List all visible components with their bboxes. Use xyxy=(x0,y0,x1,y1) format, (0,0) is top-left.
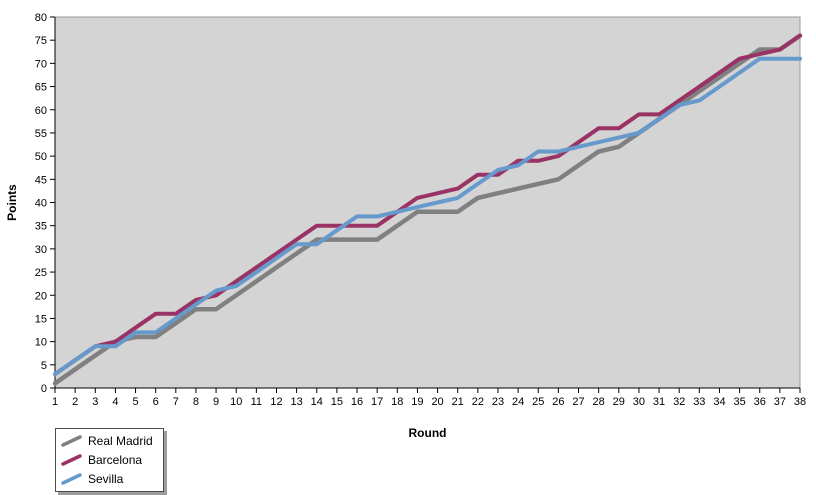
x-tick-label: 15 xyxy=(331,396,343,408)
legend-item-sevilla: Sevilla xyxy=(61,470,153,488)
x-tick-label: 35 xyxy=(733,396,745,408)
x-tick-label: 12 xyxy=(270,396,282,408)
x-tick-label: 25 xyxy=(532,396,544,408)
legend-line-swatch xyxy=(61,454,82,466)
y-tick-label: 5 xyxy=(41,360,47,372)
x-tick-label: 7 xyxy=(173,396,179,408)
y-tick-label: 10 xyxy=(35,337,47,349)
x-axis-title: Round xyxy=(409,426,447,440)
x-tick-label: 31 xyxy=(653,396,665,408)
legend: Real Madrid Barcelona Sevilla xyxy=(55,428,164,492)
legend-item-barcelona: Barcelona xyxy=(61,451,153,469)
x-tick-label: 4 xyxy=(112,396,118,408)
series-line-barcelona xyxy=(53,33,802,377)
x-tick-label: 21 xyxy=(452,396,464,408)
legend-line-swatch xyxy=(61,435,82,447)
x-tick-label: 22 xyxy=(472,396,484,408)
x-tick-label: 38 xyxy=(794,396,806,408)
x-tick-label: 29 xyxy=(613,396,625,408)
x-tick-label: 1 xyxy=(52,396,58,408)
legend-label: Sevilla xyxy=(88,472,124,486)
y-tick-label: 45 xyxy=(35,174,47,186)
legend-label: Real Madrid xyxy=(88,434,153,448)
y-tick-label: 50 xyxy=(35,151,47,163)
x-tick-label: 32 xyxy=(673,396,685,408)
x-tick-label: 34 xyxy=(713,396,725,408)
x-tick-label: 33 xyxy=(693,396,705,408)
x-tick-label: 20 xyxy=(431,396,443,408)
y-tick-label: 65 xyxy=(35,82,47,94)
x-tick-label: 26 xyxy=(552,396,564,408)
series-line-sevilla xyxy=(53,56,802,377)
x-tick-label: 13 xyxy=(290,396,302,408)
x-tick-label: 6 xyxy=(153,396,159,408)
y-tick-label: 20 xyxy=(35,290,47,302)
x-tick-label: 10 xyxy=(230,396,242,408)
x-tick-label: 14 xyxy=(311,396,323,408)
x-tick-label: 30 xyxy=(633,396,645,408)
x-tick-label: 5 xyxy=(132,396,138,408)
x-tick-label: 11 xyxy=(251,396,262,408)
y-tick-label: 75 xyxy=(35,35,47,47)
y-tick-label: 35 xyxy=(35,221,47,233)
x-tick-label: 24 xyxy=(512,396,524,408)
x-tick-label: 9 xyxy=(213,396,219,408)
y-tick-label: 60 xyxy=(35,105,47,117)
x-tick-label: 36 xyxy=(754,396,766,408)
x-tick-label: 3 xyxy=(92,396,98,408)
plot-area xyxy=(54,16,801,389)
x-tick-label: 8 xyxy=(193,396,199,408)
y-tick-label: 15 xyxy=(35,313,47,325)
legend-item-real-madrid: Real Madrid xyxy=(61,432,153,450)
y-tick-label: 30 xyxy=(35,244,47,256)
x-tick-label: 18 xyxy=(391,396,403,408)
y-tick-label: 55 xyxy=(35,128,47,140)
y-tick-label: 25 xyxy=(35,267,47,279)
y-tick-label: 70 xyxy=(35,58,47,70)
x-tick-label: 37 xyxy=(774,396,786,408)
x-tick-label: 2 xyxy=(72,396,78,408)
legend-line-swatch xyxy=(61,473,82,485)
y-axis-title: Points xyxy=(5,184,19,221)
x-tick-label: 28 xyxy=(593,396,605,408)
x-tick-label: 23 xyxy=(492,396,504,408)
y-tick-label: 40 xyxy=(35,198,47,210)
y-tick-label: 0 xyxy=(41,383,47,395)
legend-label: Barcelona xyxy=(88,453,143,467)
x-tick-label: 17 xyxy=(371,396,383,408)
y-tick-label: 80 xyxy=(35,12,47,24)
x-tick-label: 19 xyxy=(411,396,423,408)
x-tick-label: 27 xyxy=(572,396,584,408)
x-tick-label: 16 xyxy=(351,396,363,408)
